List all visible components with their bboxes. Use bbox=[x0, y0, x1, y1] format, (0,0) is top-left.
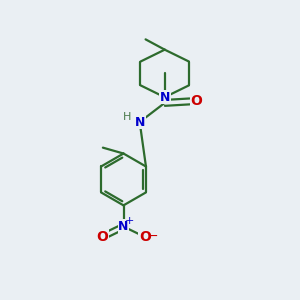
Text: +: + bbox=[125, 216, 134, 226]
Text: O: O bbox=[190, 94, 202, 108]
Text: H: H bbox=[123, 112, 131, 122]
Text: O: O bbox=[139, 230, 151, 244]
Text: N: N bbox=[134, 116, 145, 128]
Text: N: N bbox=[118, 220, 129, 233]
Text: −: − bbox=[148, 230, 158, 243]
Text: N: N bbox=[160, 91, 170, 104]
Text: O: O bbox=[96, 230, 108, 244]
